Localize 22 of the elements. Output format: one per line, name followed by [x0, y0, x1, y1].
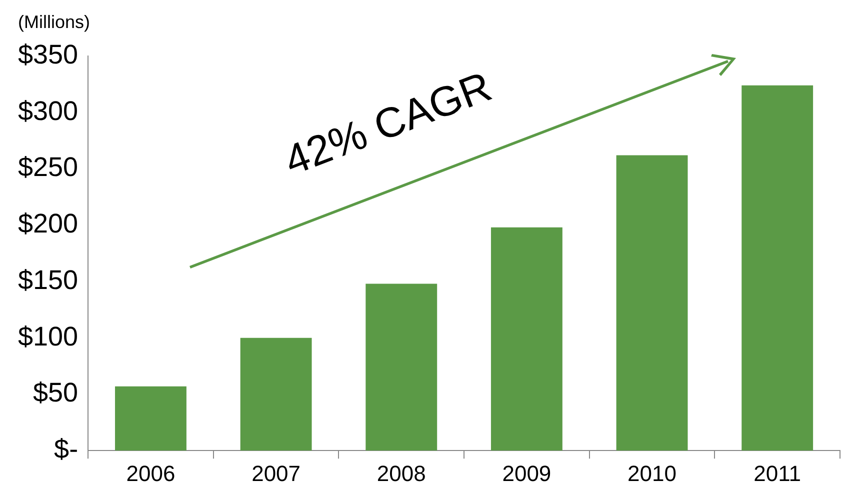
x-tick-label: 2008: [376, 460, 426, 486]
bar: [366, 284, 438, 451]
bar: [742, 85, 814, 451]
y-tick-label: $50: [33, 378, 78, 408]
annotation: 42% CAGR: [278, 62, 498, 184]
x-tick-label: 2011: [754, 460, 801, 486]
bar: [240, 338, 312, 451]
x-tick-label: 2006: [126, 460, 176, 486]
y-tick-label: $200: [18, 208, 78, 239]
bar: [115, 386, 186, 451]
y-tick-label: $150: [18, 264, 78, 295]
y-tick-label: $300: [18, 96, 78, 126]
y-tick-label: $100: [18, 321, 78, 352]
y-axis-title: (Millions): [18, 12, 90, 32]
x-tick-label: 2010: [628, 460, 676, 486]
x-tick-label: 2009: [502, 460, 552, 486]
x-tick-label: 2007: [252, 460, 301, 486]
y-tick-label: $-: [54, 434, 78, 464]
y-tick-label: $250: [18, 152, 78, 182]
bar: [616, 155, 688, 451]
y-tick-label: $350: [18, 39, 78, 70]
bar: [490, 227, 562, 451]
